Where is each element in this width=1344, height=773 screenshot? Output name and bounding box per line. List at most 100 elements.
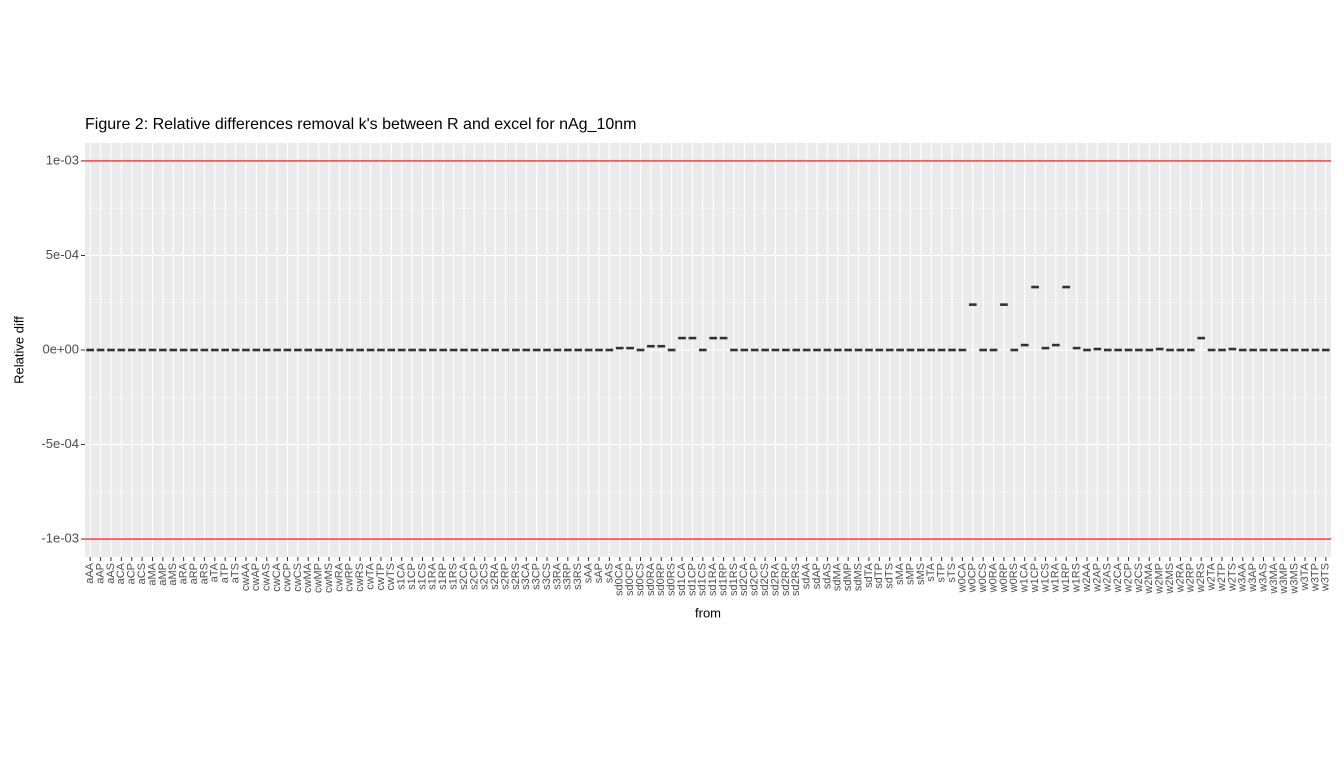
x-tick-label: w2RA <box>1174 562 1186 593</box>
x-tick-label: sAP <box>593 563 605 583</box>
crossbar <box>730 348 738 352</box>
x-tick-label: w0RS <box>1008 563 1020 593</box>
crossbar <box>179 348 188 352</box>
x-tick-label: sMP <box>904 563 916 585</box>
x-tick-label: sd2CP <box>749 563 761 596</box>
crossbar <box>428 348 437 352</box>
x-tick-label: sd1RP <box>717 563 729 596</box>
x-tick-label: w2AP <box>1091 563 1103 593</box>
crossbar <box>968 303 977 306</box>
crossbar <box>958 348 967 352</box>
x-tick-label: sdMA <box>832 562 844 591</box>
crossbar <box>937 348 946 352</box>
x-tick-label: cwCS <box>292 563 304 592</box>
x-tick-label: w3AA <box>1237 562 1249 592</box>
crossbar <box>117 348 126 352</box>
x-tick-label: aMS <box>167 563 179 586</box>
x-tick-label: s1RS <box>448 563 460 590</box>
crossbar <box>865 348 873 352</box>
x-tick-label: s3CS <box>541 563 553 590</box>
crossbar <box>1270 348 1278 352</box>
crossbar <box>626 346 634 350</box>
x-tick-label: w1CA <box>1019 562 1031 593</box>
x-tick-label: sdTA <box>863 562 875 588</box>
x-tick-label: sd1CS <box>697 563 709 596</box>
crossbar <box>1280 348 1289 352</box>
crossbar <box>543 348 551 352</box>
crossbar <box>512 348 520 352</box>
x-tick-label: sd2RS <box>790 563 802 596</box>
x-tick-label: s1RA <box>427 562 439 590</box>
x-tick-label: w3TA <box>1299 562 1311 591</box>
crossbar <box>1249 348 1257 352</box>
x-tick-label: s2CS <box>479 563 491 590</box>
crossbar <box>771 348 780 352</box>
crossbar <box>667 348 676 352</box>
crossbar <box>1010 348 1019 352</box>
x-tick-label: w3AS <box>1257 563 1269 593</box>
crossbar <box>335 348 344 352</box>
y-tick-label: -1e-03 <box>41 530 79 545</box>
crossbar <box>896 348 904 352</box>
crossbar <box>698 348 707 352</box>
y-tick-label: 0e+00 <box>42 341 79 356</box>
x-tick-label: w3TP <box>1309 563 1321 592</box>
crossbar <box>159 348 167 352</box>
crossbar <box>1135 348 1143 352</box>
crossbar <box>605 348 614 352</box>
crossbar <box>491 348 499 352</box>
crossbar <box>1228 347 1237 351</box>
x-tick-label: sdMP <box>842 563 854 591</box>
crossbar <box>1124 348 1133 352</box>
crossbar <box>553 348 562 352</box>
x-tick-label: cwAA <box>240 562 252 591</box>
x-tick-label: aTS <box>229 563 241 583</box>
x-tick-label: aRA <box>178 562 190 584</box>
x-tick-label: cwMA <box>302 562 314 593</box>
crossbar <box>408 348 416 352</box>
crossbar <box>231 348 240 352</box>
x-tick-label: cwMS <box>323 563 335 593</box>
crossbar <box>532 348 541 352</box>
crossbar <box>875 348 884 352</box>
x-tick-label: sd2RA <box>769 562 781 596</box>
crossbar <box>294 348 302 352</box>
crossbar <box>1259 348 1268 352</box>
x-tick-label: w3AP <box>1247 563 1259 593</box>
crossbar <box>460 348 468 352</box>
crossbar <box>107 348 115 352</box>
x-tick-label: sd0CA <box>614 562 626 596</box>
crossbar <box>636 348 645 352</box>
crossbar <box>1186 348 1195 352</box>
crossbar <box>709 336 718 340</box>
crossbar <box>366 348 375 352</box>
x-tick-label: cwMP <box>313 563 325 593</box>
x-tick-label: sdAS <box>821 563 833 589</box>
crossbar <box>1000 303 1008 306</box>
x-tick-label: sTP <box>936 563 948 583</box>
crossbar <box>1218 348 1226 352</box>
x-tick-label: w2AS <box>1102 563 1114 593</box>
x-tick-label: sdTS <box>884 563 896 589</box>
x-tick-label: s2CP <box>468 563 480 590</box>
x-tick-label: cwTA <box>364 562 376 589</box>
crossbar <box>1020 343 1029 347</box>
x-tick-label: w2MA <box>1143 562 1155 594</box>
crossbar <box>750 348 759 352</box>
crossbar <box>719 336 728 340</box>
crossbar <box>242 348 250 352</box>
x-tick-label: aRP <box>188 563 200 584</box>
x-tick-label: w1RS <box>1071 563 1083 593</box>
x-tick-label: s1CA <box>396 562 408 590</box>
x-tick-label: cwRP <box>344 563 356 592</box>
crossbar <box>252 348 261 352</box>
crossbar <box>948 348 956 352</box>
x-tick-label: w2TA <box>1205 562 1217 591</box>
crossbar <box>563 348 572 352</box>
x-tick-label: sd0RA <box>645 562 657 596</box>
x-tick-label: w3TS <box>1320 563 1332 592</box>
x-tick-label: aCP <box>126 563 138 584</box>
x-tick-label: w3MP <box>1278 563 1290 595</box>
crossbar <box>574 348 583 352</box>
x-tick-label: sd2CS <box>759 563 771 596</box>
